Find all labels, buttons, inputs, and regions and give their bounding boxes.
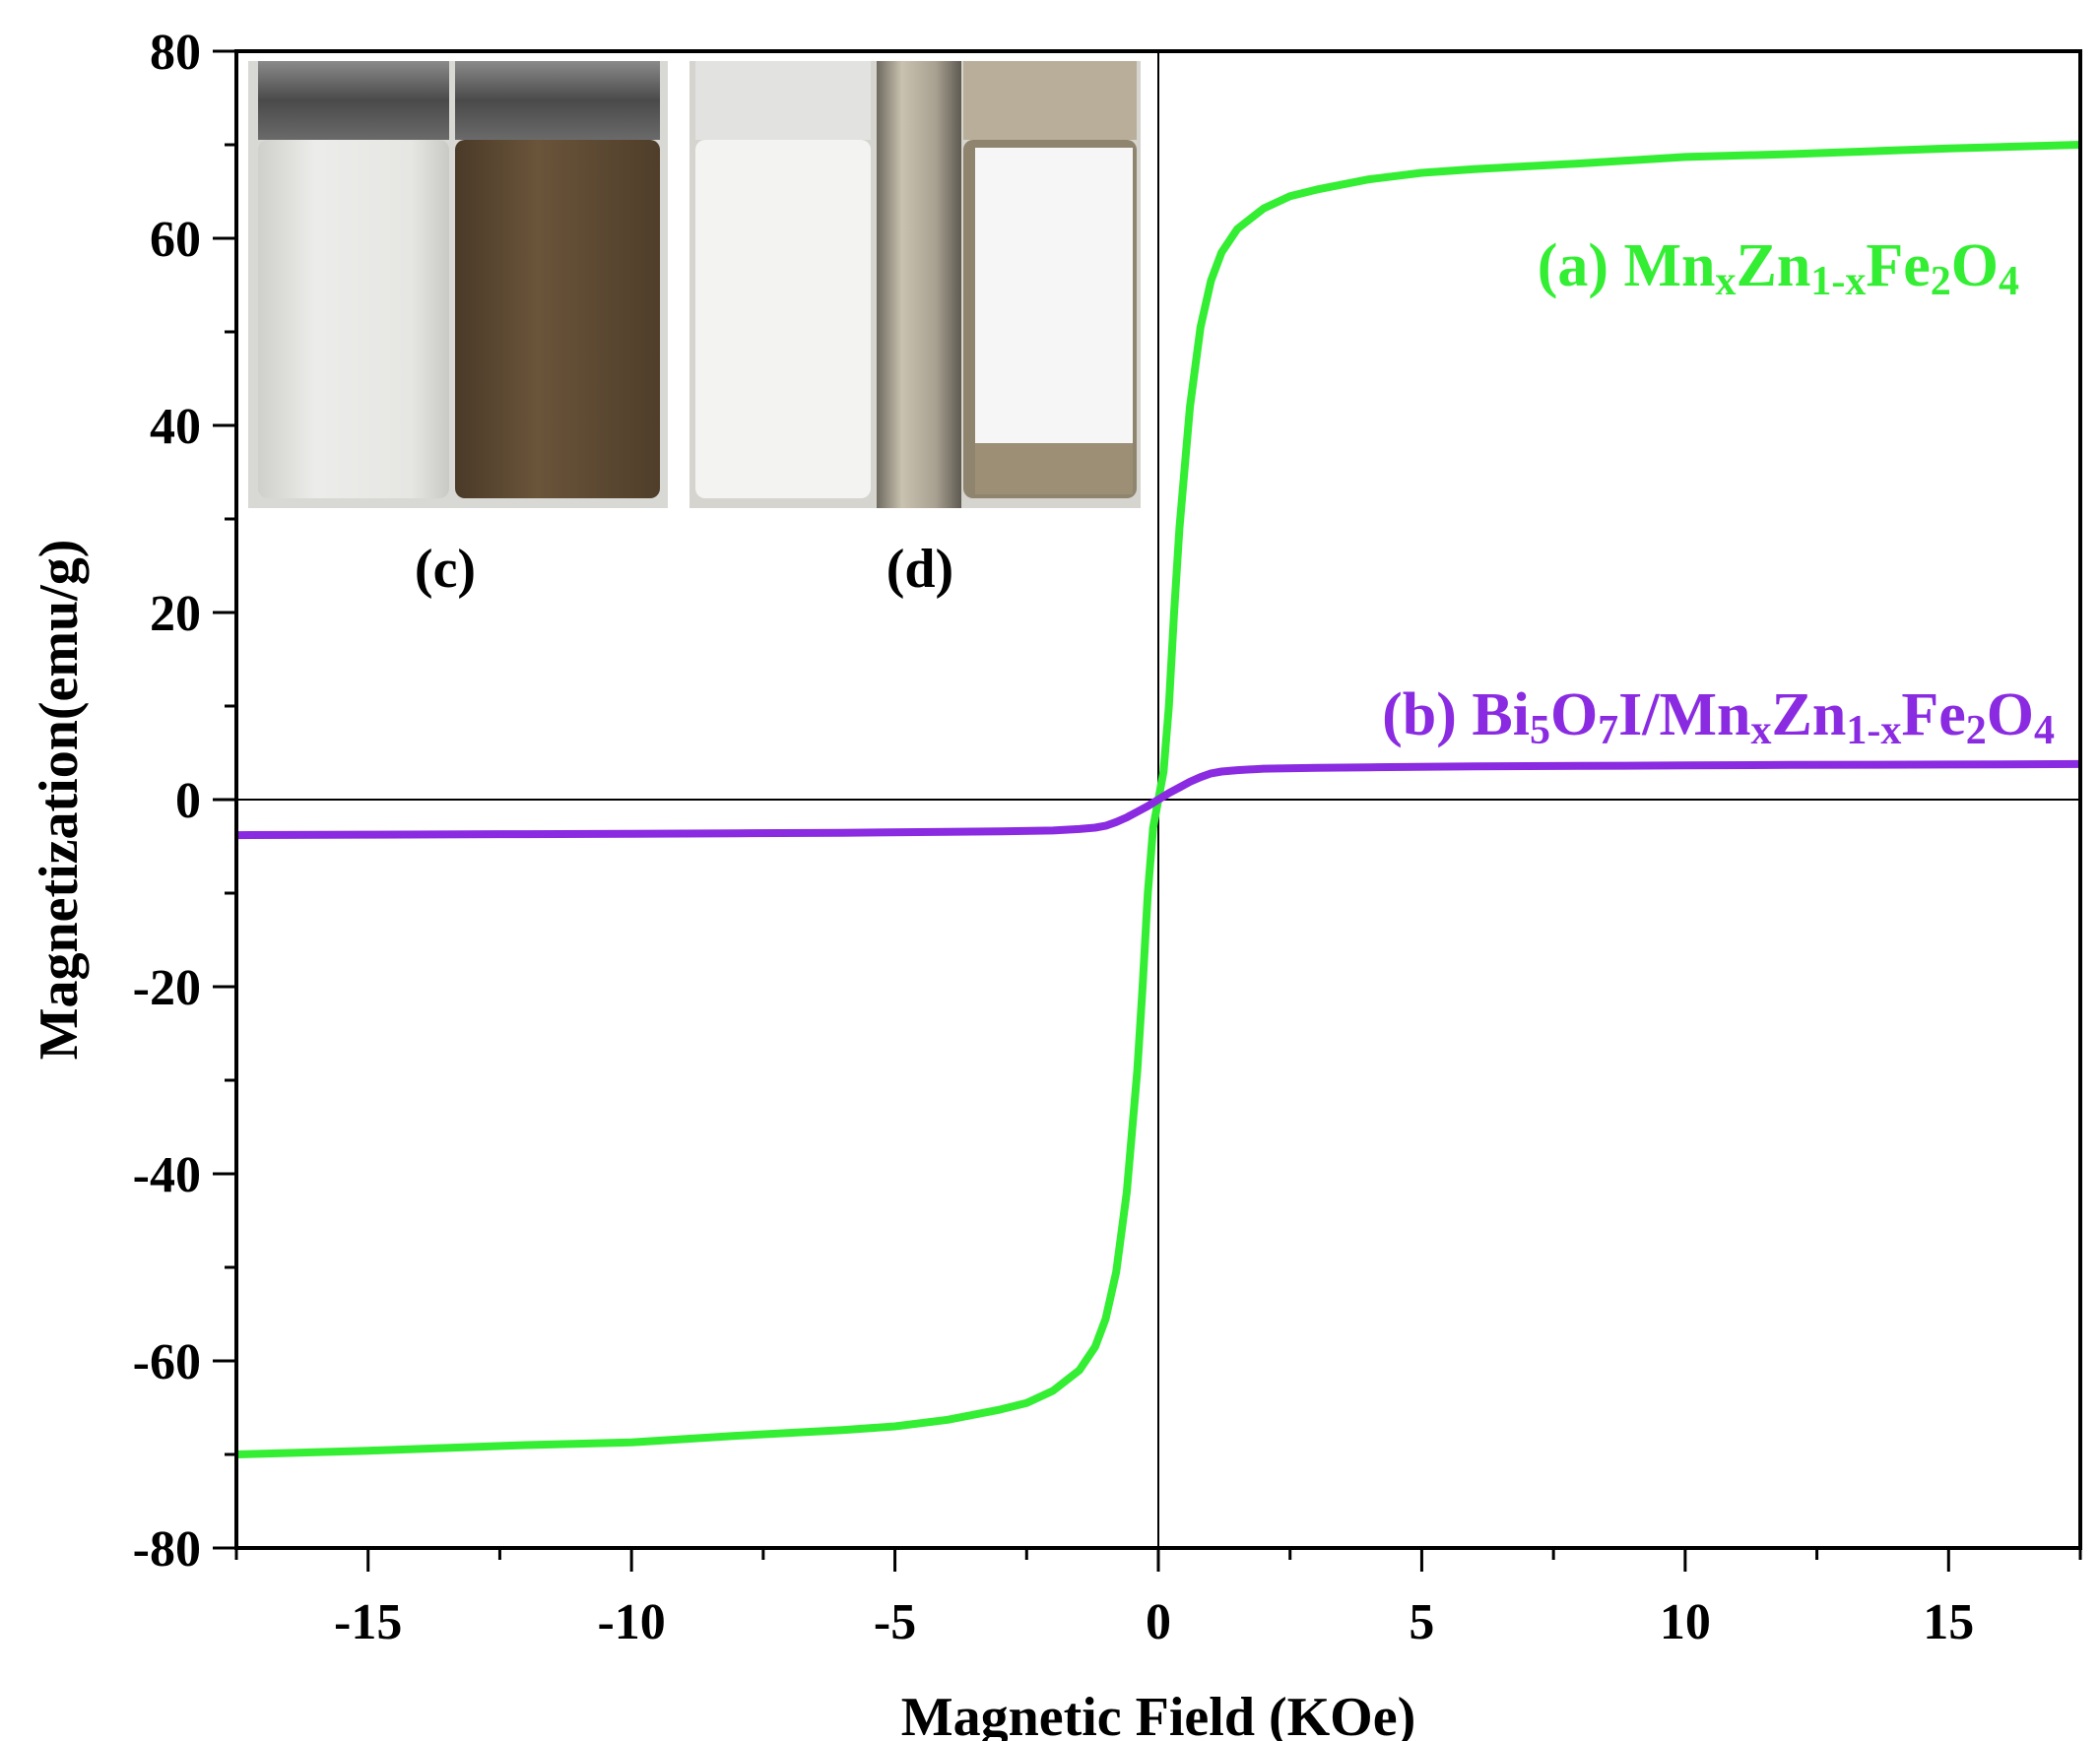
x-tick-label: -5 (874, 1594, 916, 1650)
series-b-label: (b) Bi5O7I/MnxZn1-xFe2O4 (1382, 681, 2055, 753)
x-tick-label: 5 (1409, 1594, 1434, 1650)
y-tick-label: -40 (133, 1147, 201, 1203)
x-tick-label: 0 (1146, 1594, 1171, 1650)
x-axis-title: Magnetic Field (KOe) (901, 1687, 1416, 1741)
y-tick-label: -20 (133, 960, 201, 1016)
series-b-line (236, 759, 2080, 840)
x-tick-label: 10 (1660, 1594, 1711, 1650)
axis-ticks (213, 49, 2082, 1572)
axis-tick-labels: -15 -10 -5 0 5 10 15 -80 -60 -40 -20 0 20 40 60 80 (133, 25, 1975, 1650)
x-tick-label: 15 (1923, 1594, 1974, 1650)
inset-label-c: (c) (415, 539, 476, 600)
y-tick-label: 60 (150, 212, 201, 268)
inset-photo-d (689, 61, 1141, 508)
inset-photo-c (248, 61, 668, 508)
y-tick-label: 0 (175, 773, 201, 829)
y-tick-label: 80 (150, 25, 201, 81)
y-axis-title: Magnetization(emu/g) (29, 540, 90, 1061)
y-tick-label: 40 (150, 399, 201, 455)
x-tick-label: -15 (334, 1594, 402, 1650)
y-tick-label: 20 (150, 586, 201, 642)
y-tick-label: -60 (133, 1334, 201, 1390)
y-tick-label: -80 (133, 1521, 201, 1578)
x-tick-label: -10 (597, 1594, 665, 1650)
inset-label-d: (d) (886, 539, 953, 600)
series-a-label: (a) MnxZn1-xFe2O4 (1538, 232, 2019, 304)
